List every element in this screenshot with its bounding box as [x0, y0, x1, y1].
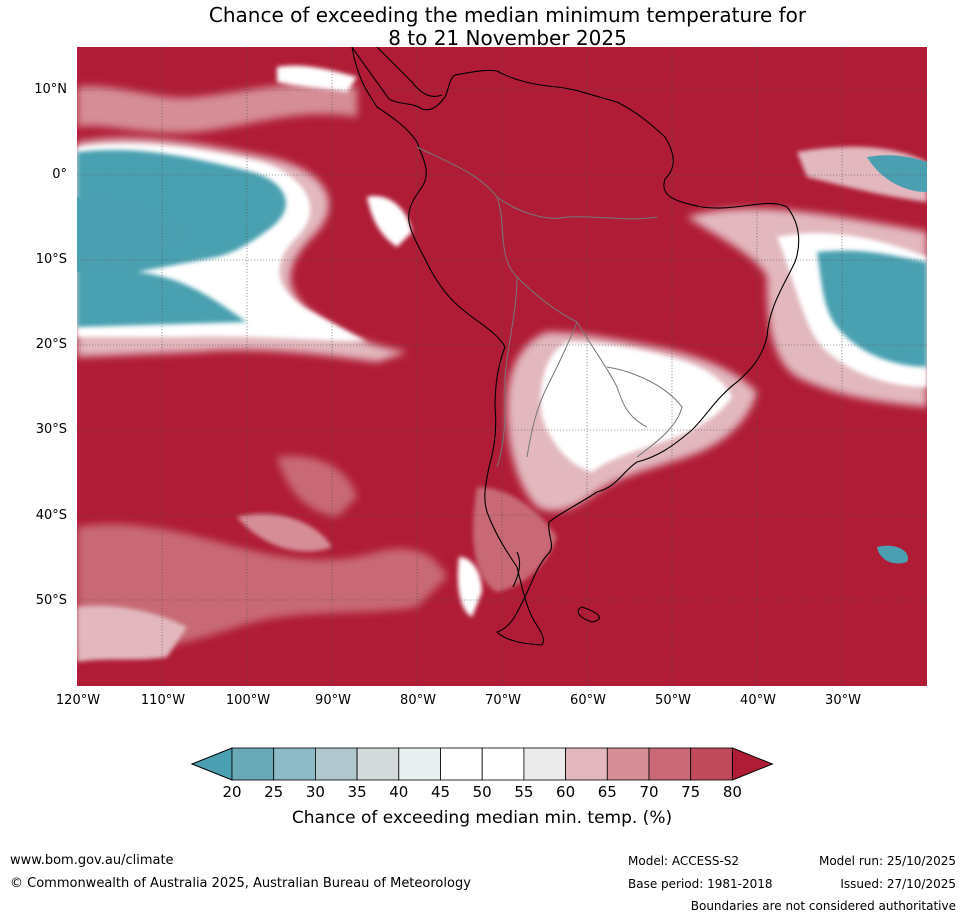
footer-disclaimer: Boundaries are not considered authoritat… — [690, 899, 956, 913]
forecast-map — [77, 47, 927, 686]
footer-website: www.bom.gov.au/climate — [10, 853, 174, 868]
lon-label-40w: 40°W — [740, 693, 776, 708]
lat-label-0: 0° — [52, 167, 67, 182]
lon-label-90w: 90°W — [315, 693, 351, 708]
colorbar-segment — [648, 747, 692, 781]
colorbar-tick-label: 20 — [222, 783, 242, 801]
title-line-2: 8 to 21 November 2025 — [388, 26, 627, 50]
colorbar-segment — [315, 747, 358, 781]
colorbar-segment — [273, 747, 316, 781]
colorbar-segments — [190, 747, 774, 781]
colorbar-tick-label: 40 — [389, 783, 409, 801]
colorbar-segment — [356, 747, 400, 781]
colorbar-segment — [690, 747, 733, 781]
coastlines — [351, 47, 800, 646]
eastern-pacific-anomaly — [77, 65, 412, 362]
lat-label-50s: 50°S — [35, 593, 67, 608]
colorbar-segment — [398, 747, 441, 781]
footer-model: Model: ACCESS-S2 — [628, 854, 740, 868]
colorbar-segment — [523, 747, 566, 781]
colorbar-tick-label: 25 — [264, 783, 284, 801]
lon-label-30w: 30°W — [825, 693, 861, 708]
colorbar-tick-label: 60 — [556, 783, 576, 801]
colorbar-tick-label: 80 — [722, 783, 742, 801]
southern-pacific-patches — [77, 456, 447, 662]
colorbar-extend-low — [190, 747, 233, 781]
lat-label-20s: 20°S — [35, 337, 67, 352]
lat-label-10n: 10°N — [34, 82, 67, 97]
country-borders — [416, 146, 683, 468]
footer-issued: Issued: 27/10/2025 — [840, 877, 956, 891]
colorbar-segment — [481, 747, 525, 781]
graticule — [77, 47, 927, 686]
title-line-1: Chance of exceeding the median minimum t… — [208, 3, 807, 27]
colorbar — [190, 747, 774, 781]
lon-label-120w: 120°W — [55, 693, 101, 708]
colorbar-segment — [606, 747, 650, 781]
colorbar-tick-label: 30 — [305, 783, 325, 801]
colorbar-tick-label: 70 — [639, 783, 659, 801]
lon-label-50w: 50°W — [655, 693, 691, 708]
colorbar-tick-label: 50 — [472, 783, 492, 801]
footer-base-period: Base period: 1981-2018 — [628, 877, 773, 891]
lon-label-80w: 80°W — [400, 693, 436, 708]
colorbar-tick-label: 45 — [430, 783, 451, 801]
colorbar-segment — [231, 747, 275, 781]
colorbar-tick-label: 55 — [514, 783, 534, 801]
colorbar-tick-label: 65 — [597, 783, 617, 801]
lon-label-70w: 70°W — [485, 693, 521, 708]
lat-label-40s: 40°S — [35, 508, 67, 523]
colorbar-extend-high — [731, 747, 774, 781]
lon-label-110w: 110°W — [140, 693, 186, 708]
colorbar-label: Chance of exceeding median min. temp. (%… — [291, 808, 673, 828]
colorbar-segment — [440, 747, 483, 781]
lat-label-30s: 30°S — [35, 422, 67, 437]
map-svg — [77, 47, 927, 686]
lon-label-100w: 100°W — [225, 693, 271, 708]
colorbar-tick-label: 75 — [681, 783, 701, 801]
footer-copyright: © Commonwealth of Australia 2025, Austra… — [10, 876, 471, 891]
colorbar-segment — [565, 747, 608, 781]
lat-label-10s: 10°S — [35, 252, 67, 267]
footer-model-run: Model run: 25/10/2025 — [818, 854, 956, 868]
atlantic-anomaly — [687, 146, 927, 564]
continental-anomaly — [457, 332, 757, 617]
lon-label-60w: 60°W — [570, 693, 606, 708]
colorbar-tick-label: 35 — [347, 783, 367, 801]
map-title: Chance of exceeding the median minimum t… — [0, 4, 965, 50]
